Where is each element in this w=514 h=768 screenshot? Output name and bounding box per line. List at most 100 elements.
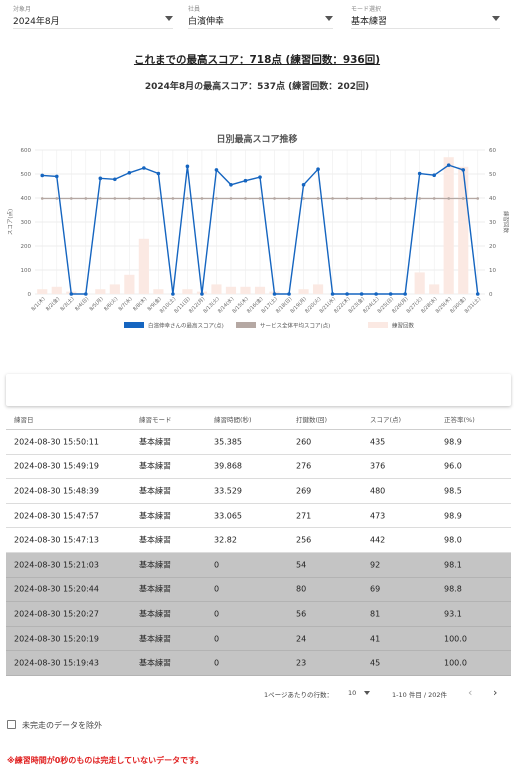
cell-date: 2024-08-30 15:48:39 xyxy=(14,486,99,496)
practice-count-bar xyxy=(443,157,454,294)
table-row[interactable]: 2024-08-30 15:47:13 基本練習 32.82 256 442 98.0 xyxy=(6,528,511,553)
cell-mode: 基本練習 xyxy=(139,634,171,644)
user-best-score-point xyxy=(345,292,349,296)
y-left-tick-label: 0 xyxy=(28,292,32,298)
x-tick-label: 8/31(土) xyxy=(463,295,482,314)
cell-keys: 24 xyxy=(296,634,307,644)
average-score-point xyxy=(229,197,233,200)
user-best-score-point xyxy=(330,292,335,296)
x-tick-label: 8/4(日) xyxy=(74,296,90,312)
user-best-score-point xyxy=(84,292,88,296)
cell-time: 0 xyxy=(214,584,220,594)
average-score-point xyxy=(157,197,160,200)
legend-item-user-best-swatch xyxy=(124,322,144,328)
chevron-down-icon[interactable] xyxy=(364,691,370,695)
practice-count-bar xyxy=(182,289,193,294)
cell-accuracy: 98.9 xyxy=(444,437,462,447)
user-best-score-point xyxy=(214,168,219,172)
chevron-down-icon xyxy=(492,16,500,21)
cell-date: 2024-08-30 15:20:44 xyxy=(14,584,99,594)
cell-mode: 基本練習 xyxy=(139,511,171,521)
y-right-tick-label: 20 xyxy=(489,244,496,250)
user-best-score-point xyxy=(301,183,306,187)
cell-accuracy: 98.9 xyxy=(444,511,462,521)
table-row[interactable]: 2024-08-30 15:47:57 基本練習 33.065 271 473 98.9 xyxy=(6,504,511,529)
table-row[interactable]: 2024-08-30 15:19:43 基本練習 0 23 45 100.0 xyxy=(6,651,511,676)
y-right-tick-label: 10 xyxy=(489,268,496,274)
user-best-score-point xyxy=(156,171,161,176)
table-row[interactable]: 2024-08-30 15:20:44 基本練習 0 80 69 98.8 xyxy=(6,577,511,603)
average-score-point xyxy=(287,197,291,200)
cell-time: 33.065 xyxy=(214,511,242,521)
column-header-time[interactable]: 練習時間(秒) xyxy=(214,416,252,424)
x-tick-label: 8/8(木) xyxy=(131,295,148,312)
average-score-point xyxy=(99,197,102,200)
x-tick-label: 8/5(月) xyxy=(89,296,105,312)
table-row[interactable]: 2024-08-30 15:50:11 基本練習 35.385 260 435 98.9 xyxy=(6,430,511,455)
column-header-mode[interactable]: 練習モード xyxy=(139,416,172,424)
cell-mode: 基本練習 xyxy=(139,609,171,619)
cell-keys: 56 xyxy=(296,609,307,619)
user-best-score-point xyxy=(200,292,204,296)
cell-accuracy: 96.0 xyxy=(444,461,462,471)
column-header-score[interactable]: スコア(点) xyxy=(370,416,402,424)
user-best-score-point xyxy=(258,175,262,179)
user-best-score-point xyxy=(316,167,320,171)
cell-time: 0 xyxy=(214,634,220,644)
column-header-date[interactable]: 練習日 xyxy=(14,416,34,424)
cell-accuracy: 98.5 xyxy=(444,486,462,496)
exclude-incomplete-checkbox[interactable] xyxy=(7,720,16,729)
table-row[interactable]: 2024-08-30 15:20:27 基本練習 0 56 81 93.1 xyxy=(6,602,511,627)
table-pagination: 1ページあたりの行数： 10 1-10 件目 / 202件 ‹ › xyxy=(6,680,511,708)
table-toolbar xyxy=(6,374,511,406)
practice-count-bar xyxy=(138,238,149,294)
average-score-point xyxy=(273,197,276,200)
month-select[interactable]: 対象月 2024年8月 xyxy=(13,3,173,29)
column-header-accuracy[interactable]: 正答率(%) xyxy=(444,416,475,424)
table-row[interactable]: 2024-08-30 15:20:19 基本練習 0 24 41 100.0 xyxy=(6,626,511,652)
y-right-tick-label: 40 xyxy=(489,196,496,202)
cell-mode: 基本練習 xyxy=(139,461,171,471)
practice-count-bar xyxy=(298,289,309,294)
average-score-point xyxy=(258,197,262,200)
cell-mode: 基本練習 xyxy=(139,560,171,570)
cell-time: 33.529 xyxy=(214,486,242,496)
y-left-tick-label: 600 xyxy=(21,148,32,154)
table-row[interactable]: 2024-08-30 15:21:03 基本練習 0 54 92 98.1 xyxy=(6,552,511,578)
user-best-score-point xyxy=(287,292,291,296)
table-row[interactable]: 2024-08-30 15:49:19 基本練習 39.868 276 376 96.0 xyxy=(6,455,511,480)
practice-count-bar xyxy=(37,289,48,294)
cell-time: 35.385 xyxy=(214,437,242,447)
average-score-point xyxy=(142,197,146,200)
user-select[interactable]: 社員 白濱伸幸 xyxy=(188,3,333,29)
average-score-point xyxy=(302,197,305,200)
column-header-keys[interactable]: 打鍵数(回) xyxy=(296,416,328,424)
cell-mode: 基本練習 xyxy=(139,658,171,668)
practice-count-bar xyxy=(109,284,120,294)
mode-select[interactable]: モード選択 基本練習 xyxy=(351,3,500,29)
user-best-score-point xyxy=(374,292,378,296)
table-row[interactable]: 2024-08-30 15:48:39 基本練習 33.529 269 480 98.5 xyxy=(6,479,511,504)
average-score-point xyxy=(84,197,88,200)
average-score-point xyxy=(113,197,117,200)
practice-count-bar xyxy=(124,274,135,294)
rows-per-page-select[interactable]: 10 xyxy=(348,689,357,697)
chevron-left-icon[interactable]: ‹ xyxy=(468,686,473,699)
legend-item-practice-count: 練習回数 xyxy=(392,322,415,330)
average-score-point xyxy=(432,197,436,200)
user-best-score-point xyxy=(69,292,74,296)
user-best-score-point xyxy=(229,183,233,187)
x-tick-label: 8/3(土) xyxy=(59,295,76,312)
cell-date: 2024-08-30 15:20:27 xyxy=(14,609,99,619)
cell-keys: 260 xyxy=(296,437,312,447)
table-header-row: 練習日 練習モード 練習時間(秒) 打鍵数(回) スコア(点) 正答率(%) xyxy=(6,408,511,430)
chevron-right-icon[interactable]: › xyxy=(493,686,498,699)
y-left-tick-label: 300 xyxy=(21,220,32,226)
cell-date: 2024-08-30 15:49:19 xyxy=(14,461,99,471)
user-best-score-point xyxy=(272,292,277,296)
practice-history-table: 練習日 練習モード 練習時間(秒) 打鍵数(回) スコア(点) 正答率(%) 2… xyxy=(6,408,511,676)
average-score-point xyxy=(476,197,480,200)
average-score-point xyxy=(345,197,349,200)
user-best-score-point xyxy=(54,174,59,179)
cell-accuracy: 93.1 xyxy=(444,609,462,619)
